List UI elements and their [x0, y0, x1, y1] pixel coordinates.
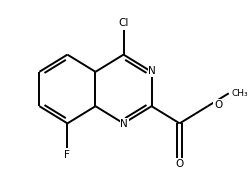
Text: N: N — [120, 119, 128, 129]
Text: O: O — [176, 159, 184, 169]
Text: Cl: Cl — [118, 17, 129, 28]
Text: F: F — [64, 150, 70, 160]
Text: O: O — [214, 100, 222, 110]
Text: N: N — [148, 66, 156, 76]
Text: CH₃: CH₃ — [232, 89, 248, 98]
